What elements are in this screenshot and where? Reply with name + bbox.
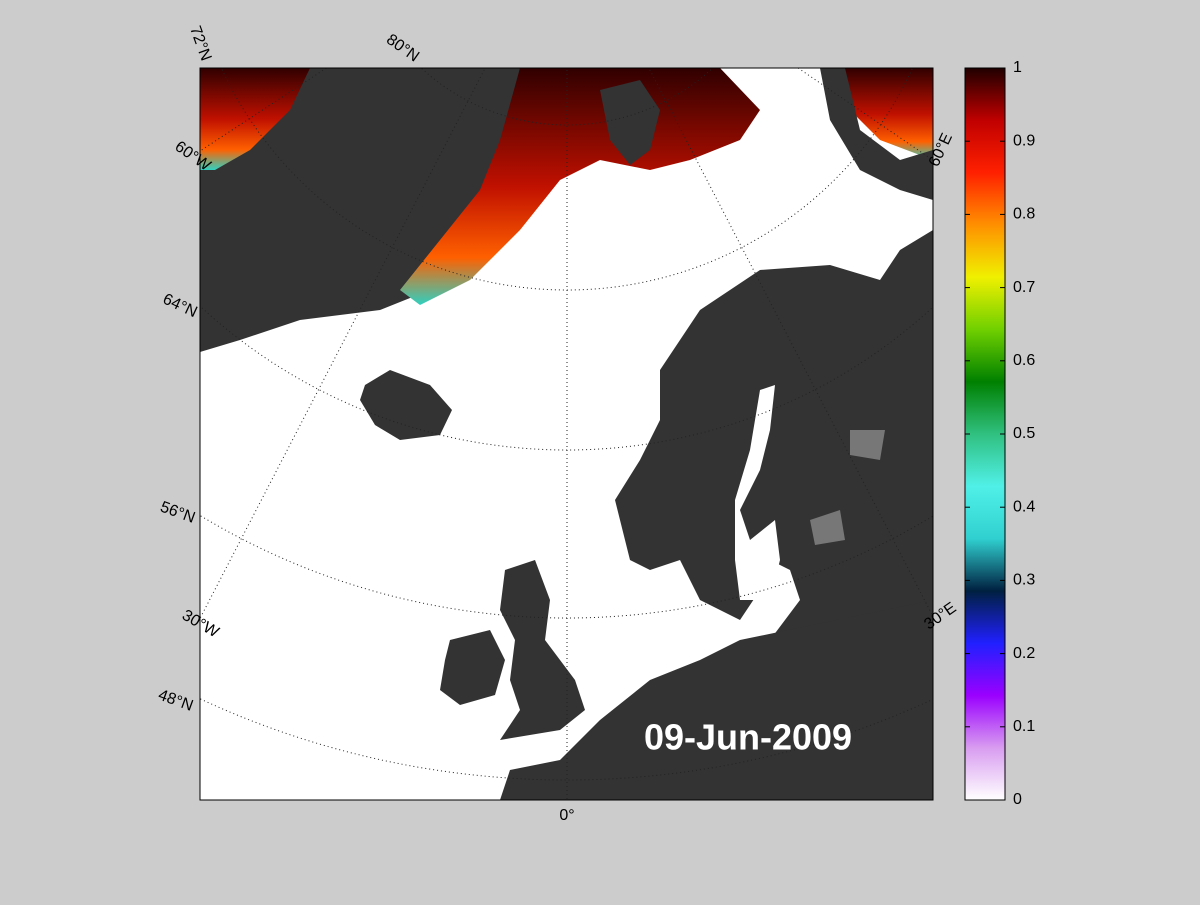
colorbar-tick-label: 0.5 — [1013, 425, 1035, 442]
colorbar-scale — [964, 67, 1006, 801]
svalbard — [600, 80, 660, 165]
colorbar-tick-label: 1 — [1013, 59, 1022, 76]
greenland — [200, 68, 540, 352]
lakes — [810, 430, 885, 545]
graticule-label: 72°N — [186, 24, 214, 63]
colorbar-tick-label: 0.4 — [1013, 498, 1035, 515]
sea-ice-west — [200, 68, 310, 170]
colorbar-tick-label: 0.6 — [1013, 352, 1035, 369]
colorbar-tick-label: 0.3 — [1013, 572, 1035, 589]
graticule-label: 48°N — [156, 687, 195, 715]
sea-ice — [400, 68, 760, 305]
gulf-of-bothnia — [735, 385, 780, 600]
graticule-label: 0° — [559, 807, 574, 824]
colorbar-tick-label: 0.1 — [1013, 718, 1035, 735]
graticule-label: 64°N — [160, 291, 200, 322]
colorbar-tick-label: 0 — [1013, 791, 1022, 808]
colorbar: 0 0.1 0.2 0.3 0.4 0.5 0.6 0.7 0.8 0.9 1 — [964, 59, 1035, 808]
graticule-label: 80°N — [383, 31, 422, 65]
graticule-label: 56°N — [158, 499, 197, 527]
map-frame — [199, 67, 934, 801]
iceland — [360, 370, 452, 440]
ireland — [440, 630, 505, 705]
great-britain — [500, 560, 585, 740]
europe — [500, 600, 933, 800]
sea-ice-east — [840, 68, 933, 160]
date-label: 09-Jun-2009 — [644, 717, 852, 758]
colorbar-tick-label: 0.9 — [1013, 132, 1035, 149]
novaya-zemlya — [820, 68, 933, 200]
colorbar-tick-label: 0.7 — [1013, 279, 1035, 296]
graticule — [200, 68, 933, 800]
colorbar-tick-label: 0.8 — [1013, 206, 1035, 223]
colorbar-tick-label: 0.2 — [1013, 645, 1035, 662]
map: 09-Jun-2009 — [200, 68, 933, 800]
